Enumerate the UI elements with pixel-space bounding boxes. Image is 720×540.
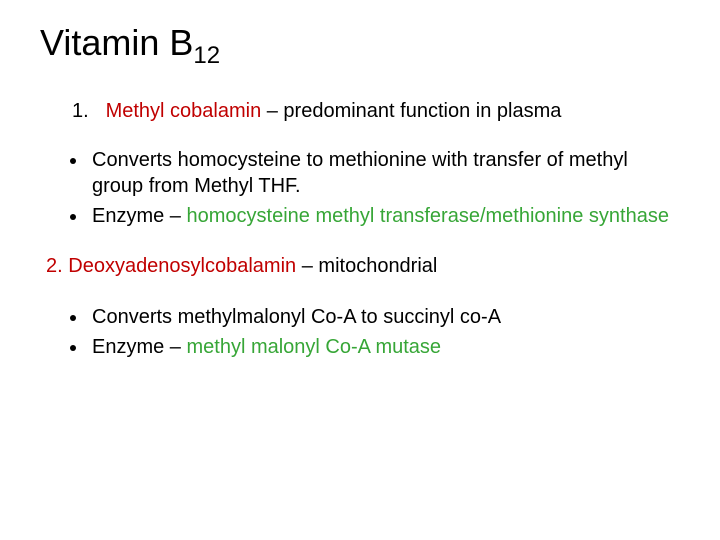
bullet3-text: Converts methylmalonyl Co-A to succinyl …: [92, 306, 501, 328]
bullet-group-2: Converts methylmalonyl Co-A to succinyl …: [40, 304, 680, 360]
item2-marker: 2.: [46, 255, 68, 277]
item2-name: Deoxyadenosylcobalamin: [68, 255, 296, 277]
title-main: Vitamin B: [40, 22, 193, 63]
item1-name: Methyl cobalamin: [106, 100, 262, 122]
list-item: Converts methylmalonyl Co-A to succinyl …: [88, 304, 680, 330]
bullet-group-1: Converts homocysteine to methionine with…: [40, 147, 680, 229]
bullet1-text: Converts homocysteine to methionine with…: [92, 149, 628, 197]
bullet4-enzyme: methyl malonyl Co-A mutase: [186, 336, 441, 358]
numbered-item-2: 2. Deoxyadenosylcobalamin – mitochondria…: [46, 253, 680, 280]
item2-desc: – mitochondrial: [296, 255, 437, 277]
bullet2-prefix: Enzyme –: [92, 205, 186, 227]
numbered-item-1: 1. Methyl cobalamin – predominant functi…: [40, 98, 680, 125]
bullet2-enzyme: homocysteine methyl transferase/methioni…: [186, 205, 668, 227]
item1-marker: 1.: [72, 98, 100, 125]
list-item: Enzyme – methyl malonyl Co-A mutase: [88, 334, 680, 360]
list-item: Enzyme – homocysteine methyl transferase…: [88, 203, 680, 229]
bullet4-prefix: Enzyme –: [92, 336, 186, 358]
slide: Vitamin B12 1. Methyl cobalamin – predom…: [0, 0, 720, 540]
page-title: Vitamin B12: [40, 22, 680, 70]
item1-desc: – predominant function in plasma: [261, 100, 561, 122]
list-item: Converts homocysteine to methionine with…: [88, 147, 680, 199]
title-subscript: 12: [193, 42, 220, 69]
